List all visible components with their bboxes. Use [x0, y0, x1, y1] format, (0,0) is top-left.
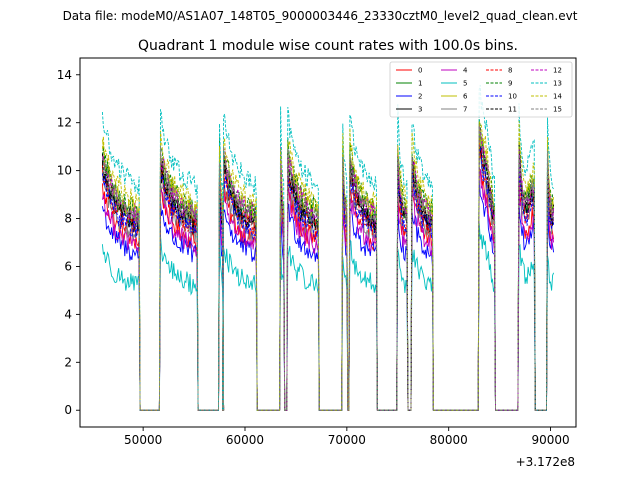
legend-label: 1	[418, 80, 422, 88]
legend-label: 11	[508, 106, 517, 114]
x-tick-label: 50000	[124, 433, 162, 447]
legend-label: 6	[463, 93, 468, 101]
series-line-13	[101, 84, 554, 411]
legend-label: 3	[418, 106, 422, 114]
plot-frame	[79, 57, 577, 428]
series-line-12	[101, 124, 555, 411]
y-tick-label: 10	[57, 164, 72, 178]
x-tick-label: 70000	[328, 433, 366, 447]
series-layer	[101, 84, 555, 411]
legend-label: 10	[508, 93, 517, 101]
y-tick-label: 12	[57, 116, 72, 130]
series-line-14	[101, 121, 555, 411]
x-tick-label: 60000	[226, 433, 264, 447]
legend-label: 4	[463, 67, 468, 75]
x-offset-label: +3.172e8	[516, 455, 575, 469]
legend-label: 15	[553, 106, 562, 114]
legend-label: 14	[553, 93, 562, 101]
series-line-5	[101, 222, 555, 411]
legend-label: 0	[418, 67, 422, 75]
legend-label: 12	[553, 67, 562, 75]
legend-box	[389, 61, 573, 118]
legend-label: 8	[508, 67, 512, 75]
y-tick-label: 4	[64, 307, 72, 321]
chart-title: Quadrant 1 module wise count rates with …	[138, 38, 518, 54]
suptitle: Data file: modeM0/AS1A07_148T05_90000034…	[63, 9, 578, 23]
legend-label: 2	[418, 93, 422, 101]
y-tick-label: 6	[64, 259, 72, 273]
legend-label: 5	[463, 80, 467, 88]
series-line-15	[101, 125, 555, 411]
y-tick-label: 8	[64, 212, 72, 226]
y-tick-label: 14	[57, 68, 72, 82]
legend-label: 13	[553, 80, 562, 88]
legend-label: 9	[508, 80, 512, 88]
legend-label: 7	[463, 106, 467, 114]
y-tick-label: 2	[64, 355, 72, 369]
x-tick-label: 90000	[531, 433, 569, 447]
x-tick-label: 80000	[430, 433, 468, 447]
y-tick-label: 0	[64, 403, 72, 417]
